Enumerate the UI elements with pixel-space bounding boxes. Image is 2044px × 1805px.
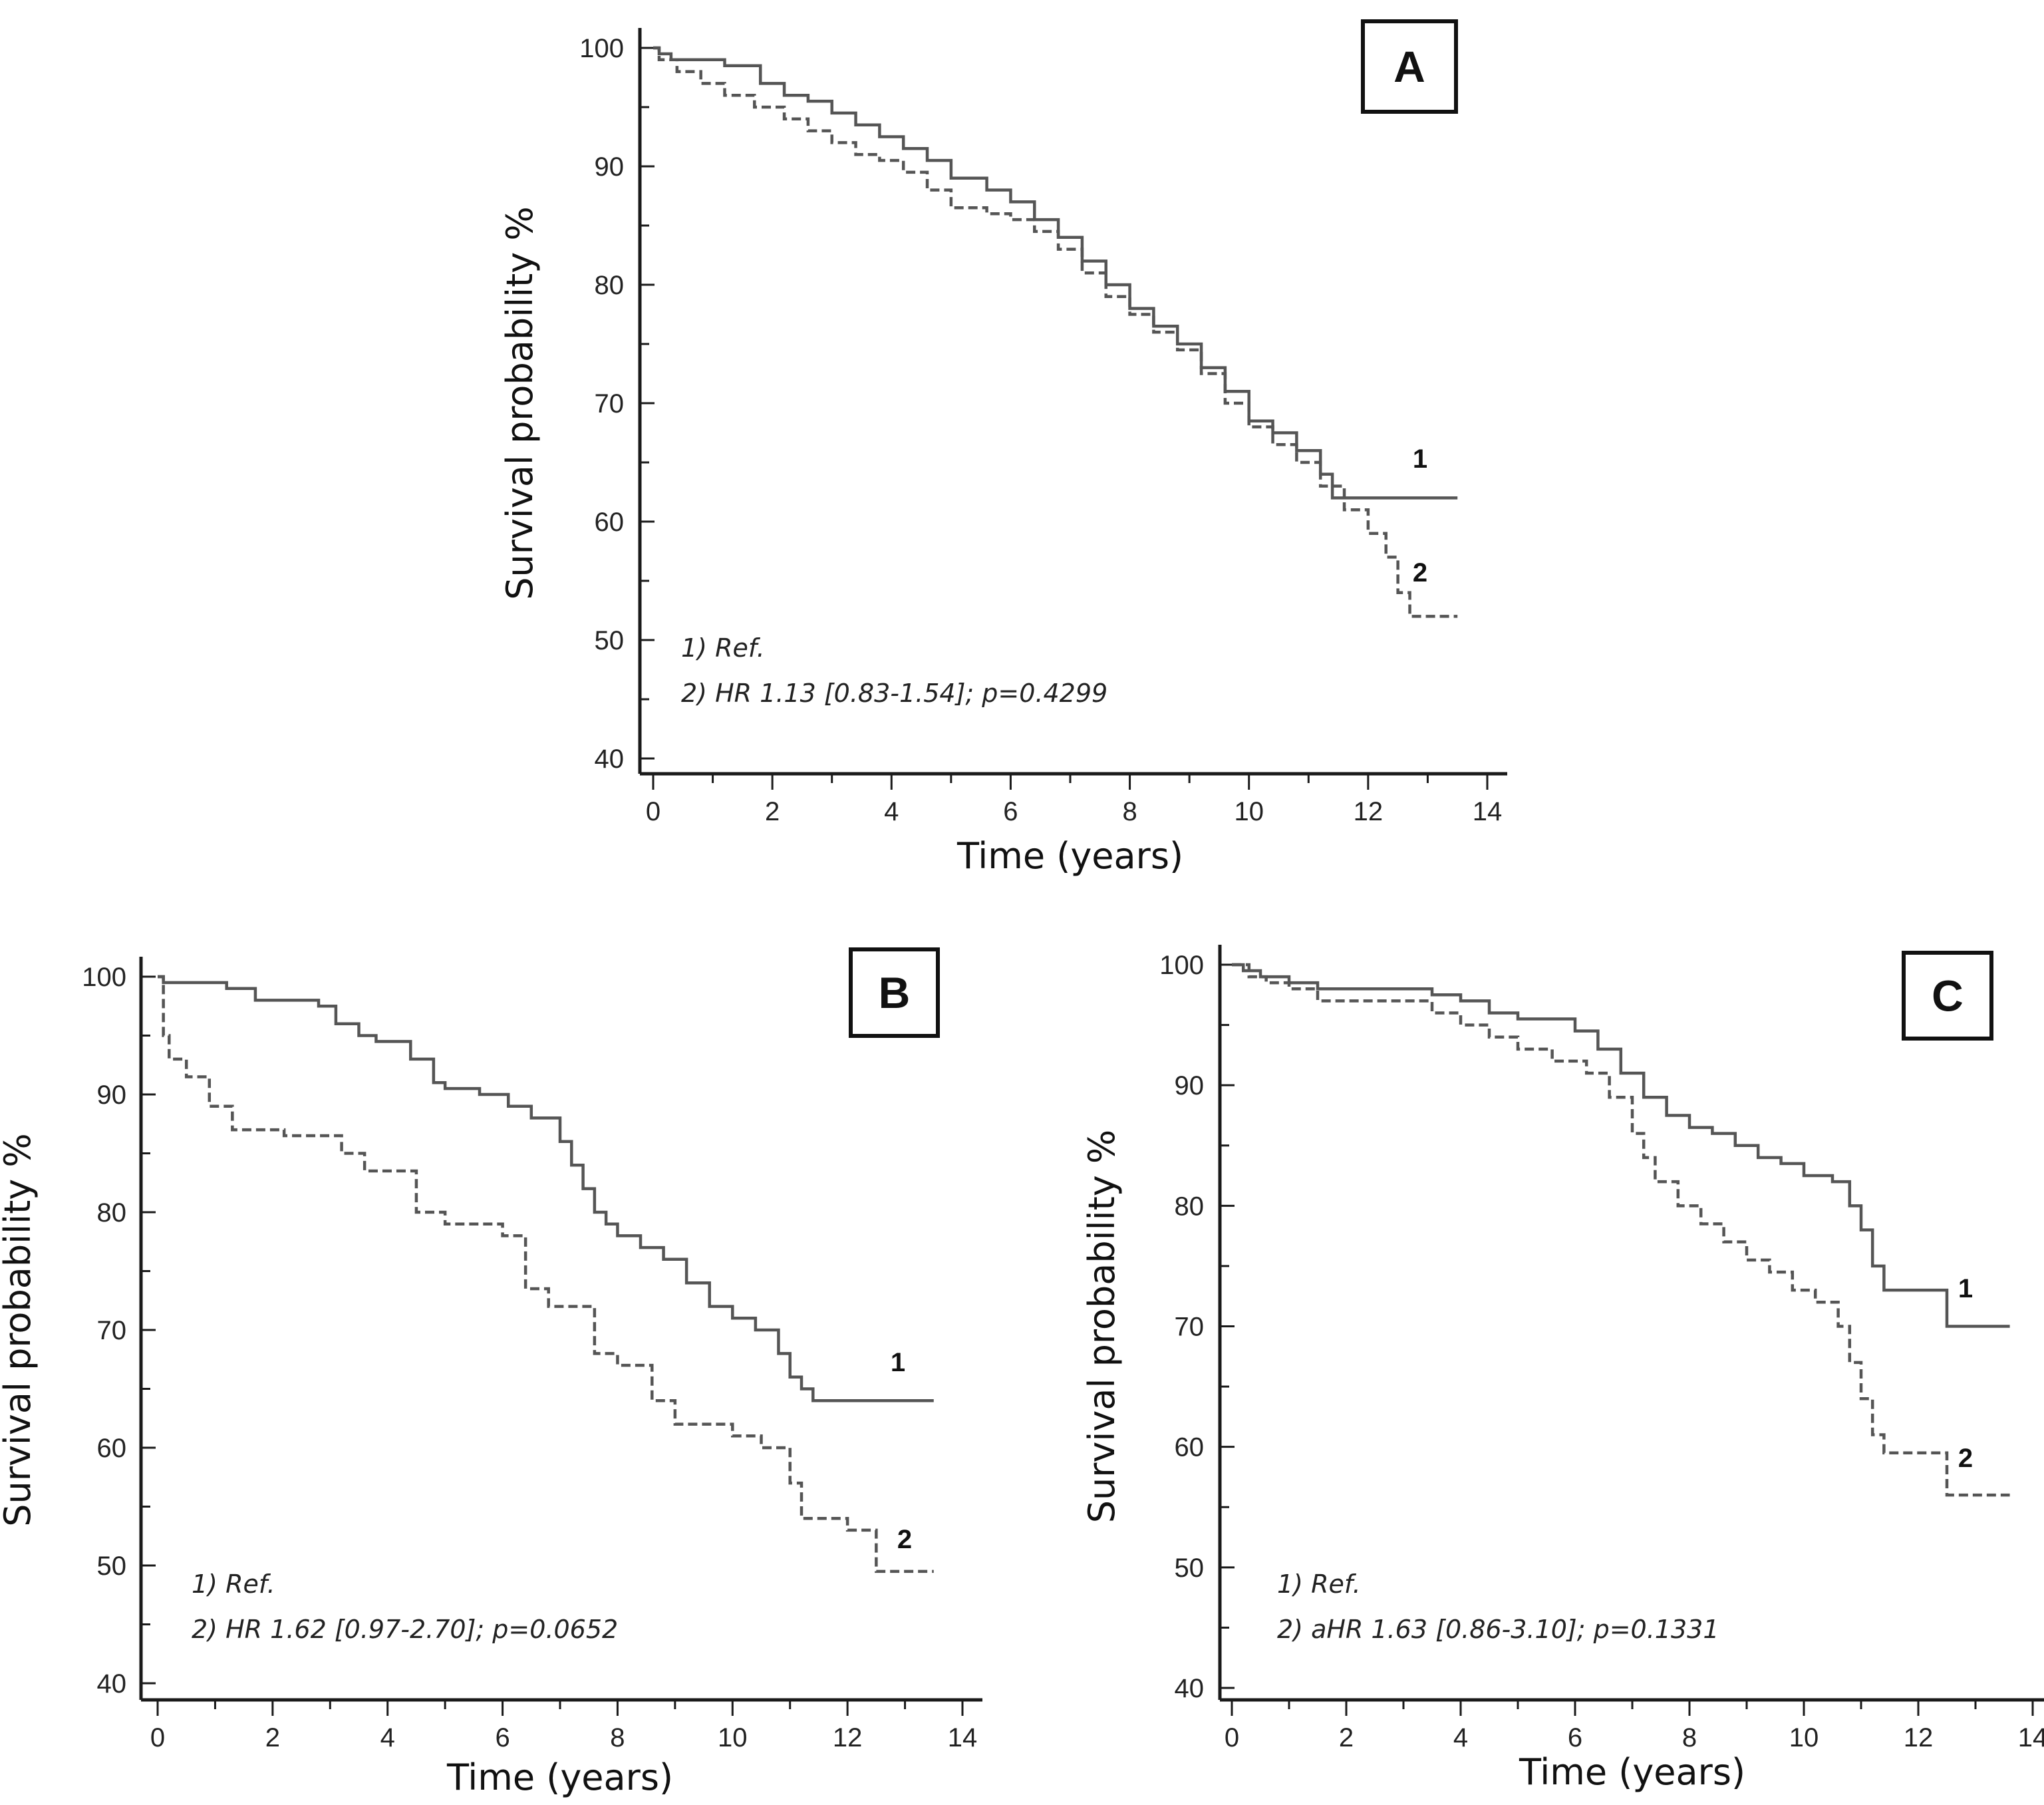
y-tick-label: 50: [595, 626, 625, 655]
x-tick-label: 4: [1453, 1723, 1468, 1752]
annotation-1: 1) Ref.: [1277, 1569, 1361, 1599]
x-tick-label: 6: [495, 1723, 510, 1752]
x-tick-label: 8: [1122, 797, 1137, 826]
curve-label-1: 1: [1958, 1274, 1973, 1303]
survival-curve-2: [158, 975, 934, 1573]
curve-label-2: 2: [1958, 1444, 1973, 1473]
x-tick-label: 8: [1682, 1723, 1697, 1752]
y-axis-title: Survival probability %: [1081, 1130, 1123, 1523]
y-tick-label: 100: [82, 963, 126, 992]
x-tick-label: 10: [1234, 797, 1264, 826]
x-tick-label: 14: [1473, 797, 1503, 826]
y-tick-label: 40: [595, 744, 625, 774]
x-tick-label: 2: [765, 797, 780, 826]
annotation-1: 1) Ref.: [192, 1569, 275, 1599]
survival-curve-2: [653, 46, 1458, 618]
y-tick-label: 80: [1175, 1192, 1205, 1221]
x-tick-label: 12: [1354, 797, 1384, 826]
x-axis-title: Time (years): [956, 835, 1183, 877]
y-tick-label: 60: [1175, 1433, 1205, 1462]
y-axis-title: Survival probability %: [499, 206, 541, 599]
curve-label-1: 1: [1413, 444, 1427, 474]
panel-label: C: [1932, 971, 1964, 1021]
curve-label-2: 2: [897, 1525, 912, 1554]
y-tick-label: 70: [1175, 1313, 1205, 1342]
annotation-2: 2) HR 1.13 [0.83-1.54]; p=0.4299: [681, 679, 1107, 708]
x-tick-label: 12: [1904, 1723, 1934, 1752]
x-tick-label: 4: [884, 797, 899, 826]
y-tick-label: 80: [97, 1198, 127, 1228]
curve-label-2: 2: [1413, 558, 1427, 587]
x-tick-label: 4: [380, 1723, 395, 1752]
y-tick-label: 50: [97, 1552, 127, 1581]
y-tick-label: 90: [97, 1080, 127, 1110]
y-tick-label: 50: [1175, 1554, 1205, 1583]
y-tick-label: 90: [1175, 1071, 1205, 1100]
survival-curve-1: [653, 46, 1458, 500]
x-tick-label: 0: [150, 1723, 165, 1752]
x-tick-label: 14: [948, 1723, 978, 1752]
x-axis-title: Time (years): [446, 1756, 673, 1798]
x-tick-label: 8: [610, 1723, 625, 1752]
x-tick-label: 6: [1568, 1723, 1582, 1752]
x-tick-label: 2: [265, 1723, 280, 1752]
panel-label: A: [1393, 42, 1425, 91]
y-tick-label: 80: [595, 271, 625, 300]
y-tick-label: 40: [97, 1669, 127, 1699]
y-tick-label: 100: [1159, 951, 1204, 980]
x-tick-label: 10: [1789, 1723, 1819, 1752]
curve-label-1: 1: [891, 1348, 905, 1377]
x-tick-label: 0: [1225, 1723, 1239, 1752]
panel-label: B: [879, 968, 911, 1017]
x-axis-title: Time (years): [1519, 1751, 1745, 1793]
y-tick-label: 70: [97, 1316, 127, 1345]
survival-curve-1: [1232, 963, 2010, 1328]
annotation-1: 1) Ref.: [681, 633, 765, 663]
y-tick-label: 60: [97, 1434, 127, 1463]
x-tick-label: 6: [1003, 797, 1018, 826]
x-tick-label: 0: [646, 797, 660, 826]
annotation-2: 2) aHR 1.63 [0.86-3.10]; p=0.1331: [1277, 1615, 1719, 1644]
survival-curve-2: [1232, 963, 2010, 1497]
panel-label-box: [1902, 951, 1993, 1041]
y-tick-label: 90: [595, 152, 625, 182]
x-tick-label: 10: [718, 1723, 748, 1752]
annotation-2: 2) HR 1.62 [0.97-2.70]; p=0.0652: [192, 1615, 618, 1644]
x-tick-label: 14: [2018, 1723, 2044, 1752]
panel-label-box: [849, 947, 940, 1038]
y-tick-label: 100: [579, 34, 624, 63]
panel-label-box: [1361, 19, 1458, 114]
x-tick-label: 12: [833, 1723, 863, 1752]
y-tick-label: 60: [595, 508, 625, 537]
y-tick-label: 40: [1175, 1674, 1205, 1703]
y-tick-label: 70: [595, 389, 625, 418]
x-tick-label: 2: [1339, 1723, 1354, 1752]
y-axis-title: Survival probability %: [0, 1133, 39, 1526]
survival-curve-1: [158, 975, 934, 1402]
